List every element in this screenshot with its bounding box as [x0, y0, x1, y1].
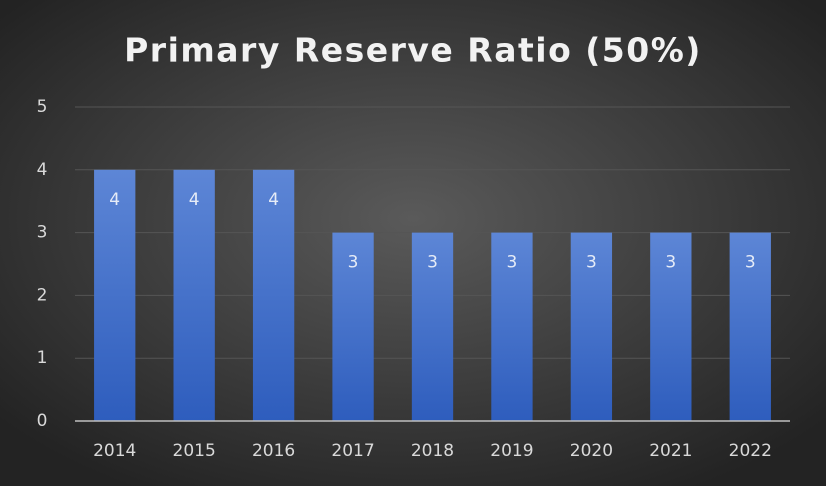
bar [173, 169, 215, 421]
data-label: 3 [427, 253, 438, 273]
bar [411, 232, 454, 421]
x-tick-label: 2018 [411, 441, 454, 461]
x-tick-label: 2020 [570, 441, 613, 461]
y-tick-label: 4 [37, 160, 48, 180]
data-label: 4 [268, 190, 279, 210]
data-label: 3 [665, 253, 676, 273]
bar [729, 232, 771, 421]
x-tick-label: 2019 [490, 441, 533, 461]
x-tick-label: 2017 [331, 441, 374, 461]
x-tick-label: 2015 [173, 441, 216, 461]
data-label: 3 [745, 253, 756, 273]
data-label: 4 [189, 190, 200, 210]
x-tick-label: 2014 [93, 441, 136, 461]
y-tick-label: 0 [37, 411, 48, 431]
data-label: 3 [348, 253, 359, 273]
bar [650, 232, 692, 421]
data-label: 4 [109, 190, 120, 210]
y-tick-label: 3 [37, 223, 48, 243]
x-tick-label: 2016 [252, 441, 295, 461]
bar [332, 232, 374, 421]
y-tick-label: 1 [37, 348, 48, 368]
data-label: 3 [586, 253, 597, 273]
bar [94, 169, 136, 421]
bar [570, 232, 613, 421]
x-tick-label: 2022 [729, 441, 772, 461]
y-tick-label: 5 [37, 97, 48, 117]
y-tick-label: 2 [37, 285, 48, 305]
chart-title: Primary Reserve Ratio (50%) [124, 31, 702, 70]
data-label: 3 [507, 253, 518, 273]
x-tick-label: 2021 [649, 441, 692, 461]
bar [491, 232, 533, 421]
bar [252, 169, 295, 421]
